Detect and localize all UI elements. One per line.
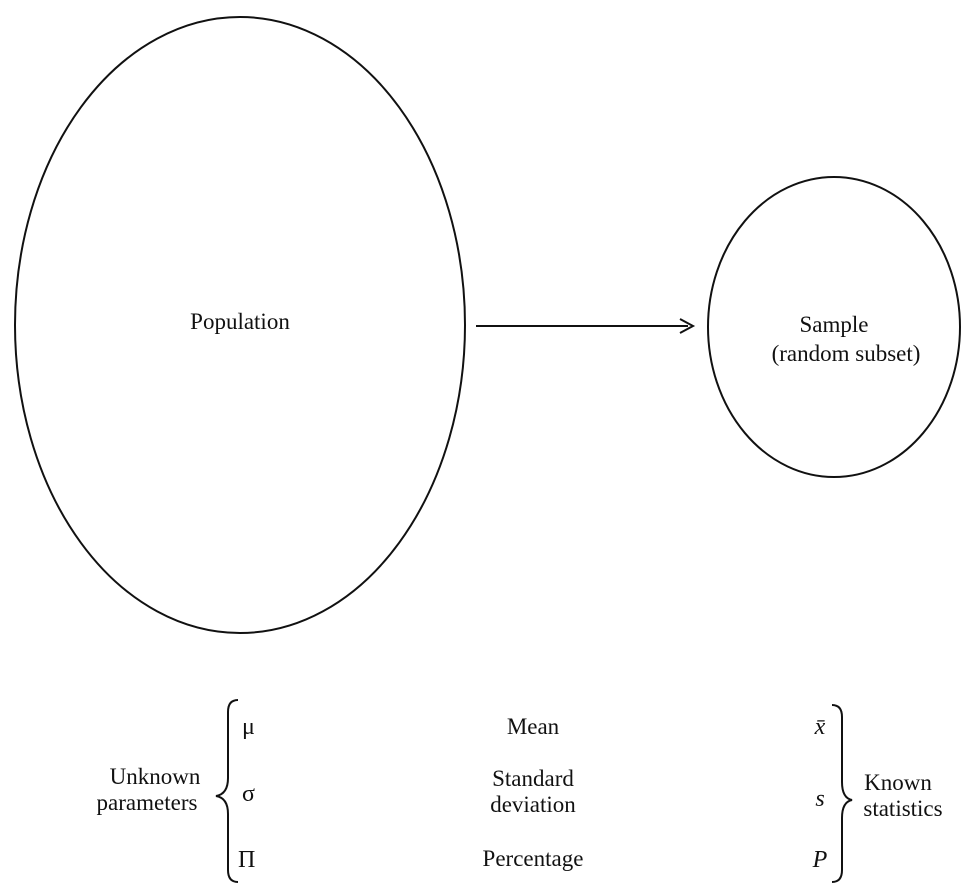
left-brace-icon [215,699,239,883]
unknown-parameters-label-line1: Unknown [110,764,201,789]
parameter-sigma: σ [242,781,255,807]
measure-deviation: deviation [490,792,576,817]
sample-ellipse [707,176,961,478]
statistic-p: P [812,847,828,873]
measure-mean: Mean [507,714,560,739]
sampling-arrow [476,318,696,334]
statistic-s: s [815,786,824,812]
population-ellipse [14,16,466,634]
parameter-pi: Π [238,847,255,873]
sample-label: Sample [800,312,869,337]
known-statistics-label-line2: statistics [863,796,942,821]
measure-standard: Standard [492,766,574,791]
statistic-xbar: x̄ [814,714,826,740]
measure-percentage: Percentage [483,846,584,871]
known-statistics-label-line1: Known [864,770,932,795]
sample-sublabel: (random subset) [772,341,921,366]
population-label: Population [190,309,290,334]
unknown-parameters-label-line2: parameters [97,790,198,815]
parameter-mu: μ [242,714,255,740]
arrowhead-icon [679,318,696,334]
right-brace-icon [831,704,853,883]
